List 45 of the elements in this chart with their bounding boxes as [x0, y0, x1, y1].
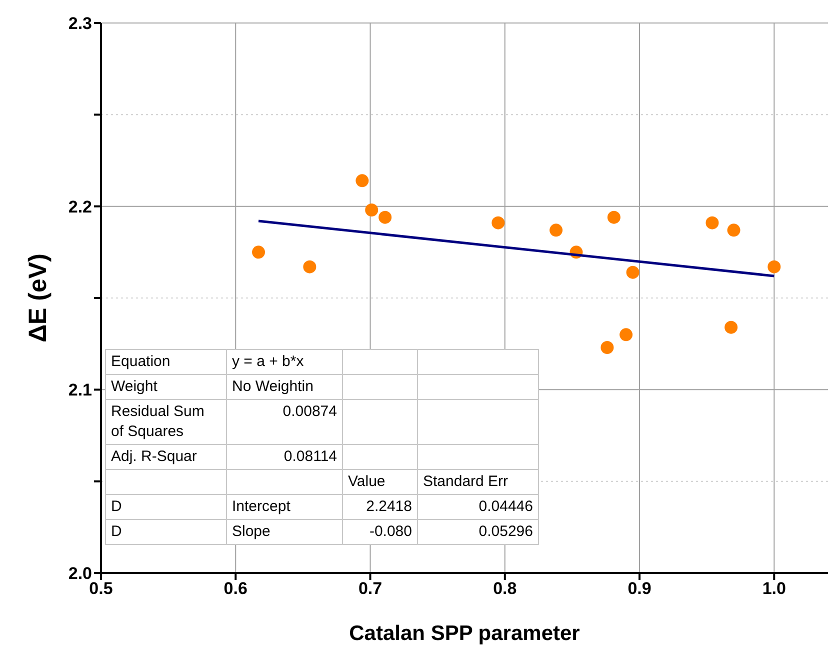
- annotation: Weight: [106, 374, 226, 400]
- x-tick-label: 0.7: [358, 579, 382, 598]
- annotation: 0.00874: [226, 400, 342, 444]
- y-tick-label: 2.2: [68, 197, 92, 216]
- annotation: Intercept: [226, 494, 342, 520]
- x-tick-label: 0.9: [628, 579, 652, 598]
- point: [550, 224, 563, 237]
- point: [492, 216, 505, 230]
- point: [356, 174, 369, 188]
- annotation: y = a + b*x: [226, 350, 342, 374]
- annotation: Equation: [106, 350, 226, 374]
- annotation: Adj. R-Squar: [106, 444, 226, 470]
- annotation: Residual Sum of Squares: [106, 400, 226, 444]
- annotation: -0.080: [342, 520, 418, 544]
- point: [303, 260, 316, 274]
- x-tick-label: 0.6: [224, 579, 248, 598]
- annotation: D: [106, 494, 226, 520]
- y-tick-label: 2.1: [68, 380, 92, 400]
- point: [365, 204, 378, 216]
- annotation: Value: [342, 470, 418, 494]
- point: [724, 320, 738, 334]
- annotation: 0.08114: [226, 444, 342, 470]
- point: [768, 260, 781, 274]
- annotation: 0.04446: [418, 494, 538, 520]
- annotation: Slope: [226, 520, 342, 544]
- annotation: Standard Err: [418, 470, 538, 494]
- x-tick-label: 0.5: [89, 579, 113, 598]
- annotation: D: [106, 520, 226, 544]
- point: [378, 210, 392, 224]
- point: [706, 216, 719, 230]
- y-tick-label: 2.3: [68, 14, 92, 34]
- annotation: 2.2418: [342, 494, 418, 520]
- annotation: No Weightin: [226, 374, 342, 400]
- point: [727, 224, 740, 237]
- y-axis-title: ΔE (eV): [24, 254, 52, 342]
- point: [607, 210, 620, 224]
- point: [600, 341, 614, 354]
- point: [626, 266, 640, 279]
- point: [620, 328, 633, 342]
- y-tick-label: 2.0: [68, 564, 92, 584]
- x-tick-label: 1.0: [762, 579, 786, 598]
- point: [252, 246, 266, 259]
- x-axis-title: Catalan SPP parameter: [349, 622, 580, 645]
- annotation: 0.05296: [418, 520, 538, 544]
- x-tick-label: 0.8: [493, 579, 517, 598]
